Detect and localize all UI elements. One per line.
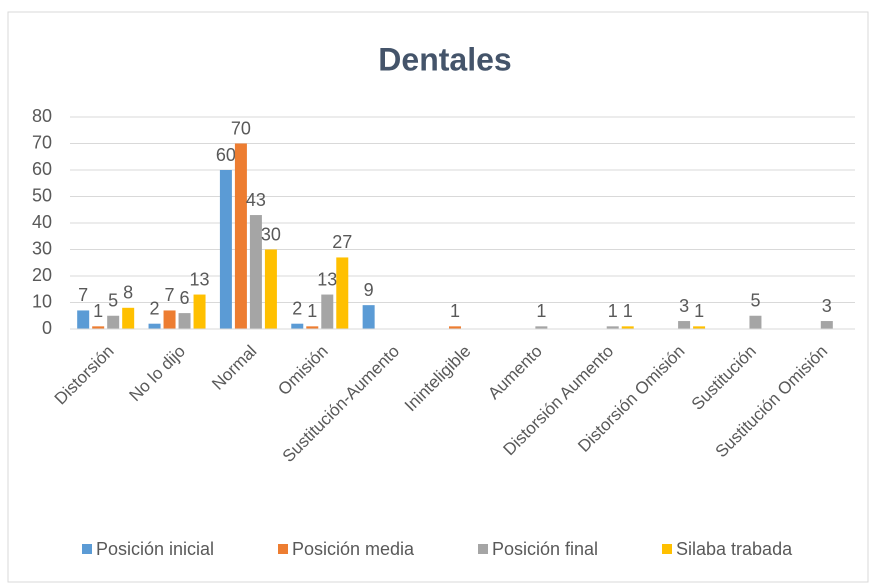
y-tick-label: 20 [32,265,52,285]
bar [148,323,161,329]
data-label: 8 [123,283,133,303]
data-label: 3 [822,296,832,316]
data-label: 13 [317,269,337,289]
chart-title: Dentales [378,41,511,77]
data-label: 1 [623,301,633,321]
data-label: 1 [694,301,704,321]
data-label: 30 [261,224,281,244]
data-label: 13 [190,269,210,289]
data-label: 5 [750,291,760,311]
data-label: 3 [679,296,689,316]
y-tick-label: 80 [32,106,52,126]
data-label: 70 [231,118,251,138]
data-label: 9 [364,280,374,300]
bar [678,321,691,329]
legend-label: Posición media [292,539,415,559]
data-label: 1 [307,301,317,321]
bar [306,326,319,329]
legend-swatch [662,544,672,554]
bar [264,249,277,329]
legend-label: Posición final [492,539,598,559]
bar [122,307,135,329]
bar [249,215,262,329]
y-tick-label: 10 [32,291,52,311]
bar [291,323,304,329]
legend-swatch [82,544,92,554]
legend-swatch [278,544,288,554]
data-label: 1 [608,301,618,321]
bar [107,315,120,329]
bar [749,315,762,329]
data-label: 2 [292,298,302,318]
bar [606,326,619,329]
bar [77,310,90,329]
data-label: 43 [246,190,266,210]
legend-label: Posición inicial [96,539,214,559]
bar [449,326,461,329]
y-tick-label: 30 [32,238,52,258]
legend-label: Silaba trabada [676,539,793,559]
data-label: 1 [536,301,546,321]
bar [621,326,634,329]
y-tick-label: 0 [42,318,52,338]
data-label: 1 [450,301,460,321]
bar [178,313,191,329]
bar [234,143,247,329]
bar [820,321,833,329]
bar [362,305,375,329]
chart-border [7,11,869,583]
data-label: 60 [216,145,236,165]
bar [193,294,206,329]
data-label: 1 [93,301,103,321]
bar [321,294,334,329]
data-label: 5 [108,291,118,311]
bar [92,326,105,329]
bar [219,170,232,329]
bar [693,326,706,329]
y-tick-label: 50 [32,185,52,205]
data-label: 6 [180,288,190,308]
data-label: 2 [150,298,160,318]
legend-swatch [478,544,488,554]
y-tick-label: 40 [32,212,52,232]
bar [535,326,548,329]
y-tick-label: 70 [32,132,52,152]
data-label: 7 [165,285,175,305]
y-tick-label: 60 [32,159,52,179]
bar [336,257,349,329]
bar [163,310,176,329]
data-label: 27 [332,232,352,252]
data-label: 7 [78,285,88,305]
